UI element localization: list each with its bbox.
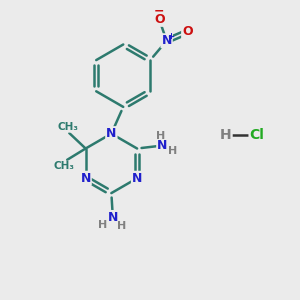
Text: +: + [167,32,174,41]
Text: H: H [168,146,177,156]
Text: H: H [117,221,126,231]
Text: CH₃: CH₃ [57,122,78,132]
Text: O: O [154,13,164,26]
Text: N: N [108,211,118,224]
Text: Cl: Cl [250,128,264,142]
Text: H: H [220,128,232,142]
Text: N: N [161,34,172,47]
Text: N: N [132,172,142,185]
Text: H: H [98,220,107,230]
Text: CH₃: CH₃ [53,161,74,171]
Text: N: N [106,127,116,140]
Text: H: H [156,131,166,141]
Text: −: − [154,4,164,17]
Text: N: N [80,172,91,185]
Text: O: O [182,26,193,38]
Text: N: N [157,139,168,152]
